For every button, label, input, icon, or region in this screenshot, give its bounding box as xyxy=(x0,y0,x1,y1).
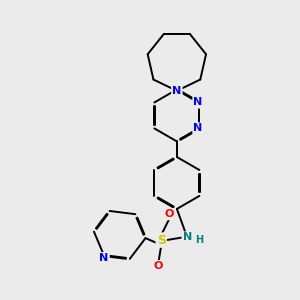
Text: N: N xyxy=(183,232,192,242)
Text: S: S xyxy=(157,234,166,247)
Text: N: N xyxy=(172,86,182,96)
Text: N: N xyxy=(99,253,109,263)
Text: O: O xyxy=(154,261,164,271)
Text: N: N xyxy=(194,98,203,107)
Text: H: H xyxy=(195,235,203,245)
Text: O: O xyxy=(164,209,174,219)
Text: N: N xyxy=(194,123,203,134)
